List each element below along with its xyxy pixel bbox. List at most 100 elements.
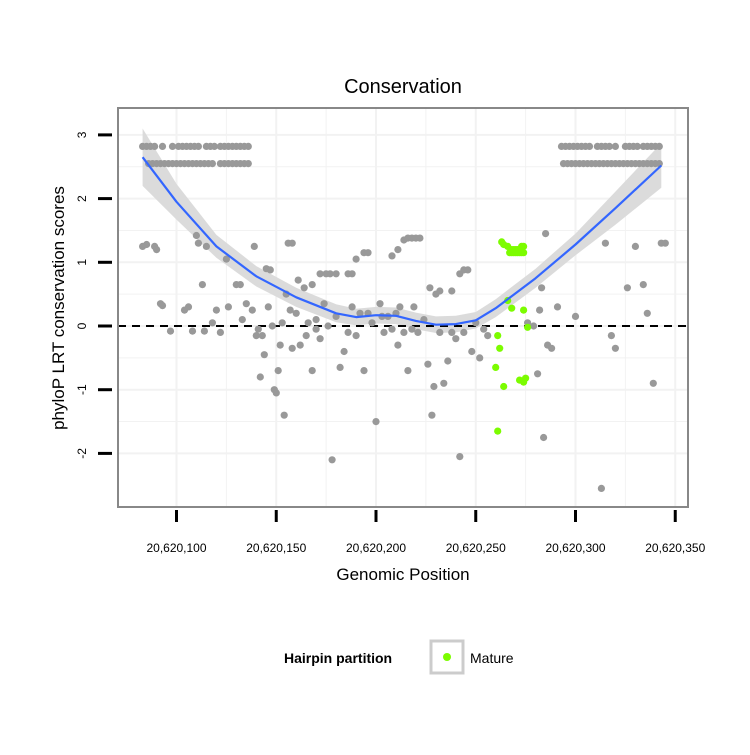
data-point-47 (244, 160, 252, 168)
data-point-197 (430, 382, 438, 391)
data-point-64 (633, 142, 641, 150)
data-point-187 (394, 341, 402, 349)
data-point-227 (639, 281, 647, 289)
data-point-211 (530, 322, 538, 330)
data-point-235 (208, 319, 216, 327)
data-point-196 (428, 411, 436, 419)
data-point-200 (444, 357, 452, 365)
data-point-14 (210, 142, 218, 150)
data-point-149 (264, 303, 272, 311)
data-point-215 (542, 230, 550, 238)
data-point-142 (242, 300, 250, 308)
data-point-5 (168, 142, 177, 150)
data-point-110 (294, 276, 302, 284)
data-point-204 (460, 328, 468, 336)
data-point-169 (328, 456, 336, 464)
data-point-144 (252, 332, 260, 340)
x-tick-label-0: 20,620,100 (146, 541, 206, 555)
legend-title: Hairpin partition (284, 650, 392, 666)
data-point-163 (304, 319, 312, 327)
data-point-238 (268, 322, 276, 330)
y-axis: -2 -1 0 1 2 3 (75, 131, 112, 459)
data-point-151 (272, 389, 280, 397)
data-point-166 (316, 335, 324, 343)
grid-lines (118, 108, 688, 507)
data-point-213 (536, 306, 544, 314)
data-point-158 (288, 344, 296, 352)
data-point-105 (250, 242, 258, 250)
data-point-155 (280, 411, 288, 419)
data-point-237 (238, 316, 246, 324)
data-point-98 (153, 246, 161, 254)
data-point-232 (158, 302, 167, 310)
data-point-226 (631, 242, 640, 250)
data-point-203 (456, 453, 464, 461)
data-point-118 (352, 255, 360, 263)
data-point-175 (352, 332, 360, 340)
data-point-198 (436, 328, 444, 336)
mature-data-point-29 (494, 427, 502, 435)
data-point-205 (468, 347, 476, 356)
y-tick-label-0: -2 (75, 448, 89, 459)
y-axis-label: phyloP LRT conservation scores (49, 186, 68, 430)
data-point-173 (344, 328, 352, 336)
data-point-114 (326, 270, 334, 278)
data-point-141 (224, 303, 232, 311)
mature-data-point-25 (500, 382, 508, 391)
mature-data-point-24 (492, 363, 500, 371)
data-point-154 (278, 319, 286, 327)
data-point-3 (151, 142, 159, 150)
data-point-220 (571, 312, 580, 320)
data-point-112 (316, 270, 324, 278)
data-point-122 (394, 246, 402, 254)
data-point-228 (643, 309, 651, 317)
data-point-224 (611, 344, 620, 352)
data-point-218 (548, 344, 556, 352)
mature-data-point-23 (496, 344, 504, 352)
data-point-189 (400, 328, 408, 336)
data-point-127 (416, 234, 424, 242)
data-point-171 (336, 363, 344, 371)
data-point-208 (480, 325, 488, 333)
y-tick-label-5: 3 (75, 131, 89, 138)
data-point-212 (534, 370, 542, 378)
x-tick-label-5: 20,620,350 (645, 541, 705, 555)
x-tick-label-3: 20,620,250 (446, 541, 506, 555)
x-axis-label: Genomic Position (336, 565, 469, 584)
data-point-100 (194, 239, 202, 247)
data-point-201 (448, 328, 456, 336)
data-point-221 (597, 484, 606, 492)
data-point-179 (368, 319, 376, 327)
data-point-222 (601, 239, 610, 247)
data-point-177 (360, 367, 368, 375)
data-point-181 (376, 300, 384, 308)
data-point-195 (424, 360, 432, 368)
data-point-160 (296, 341, 304, 349)
smooth-fit-line (141, 156, 663, 326)
data-point-107 (266, 266, 274, 274)
data-point-134 (464, 266, 472, 274)
data-point-101 (202, 242, 210, 250)
data-point-138 (198, 281, 206, 289)
data-point-168 (324, 322, 332, 330)
data-point-99 (192, 231, 200, 240)
data-point-223 (607, 332, 616, 340)
mature-data-point-21 (524, 323, 532, 331)
data-point-190 (404, 367, 412, 375)
x-tick-label-1: 20,620,150 (246, 541, 306, 555)
data-point-111 (308, 281, 316, 289)
y-tick-label-4: 2 (75, 195, 89, 202)
data-point-164 (308, 367, 316, 375)
data-point-148 (260, 351, 268, 359)
data-point-202 (452, 335, 460, 343)
data-point-143 (248, 306, 256, 314)
data-point-69 (655, 142, 663, 150)
data-point-146 (256, 373, 264, 381)
data-point-120 (364, 249, 372, 257)
data-point-22 (244, 142, 252, 150)
x-axis: 20,620,100 20,620,150 20,620,200 20,620,250… (118, 506, 706, 555)
x-tick-label-2: 20,620,200 (346, 541, 406, 555)
data-point-233 (180, 306, 189, 314)
